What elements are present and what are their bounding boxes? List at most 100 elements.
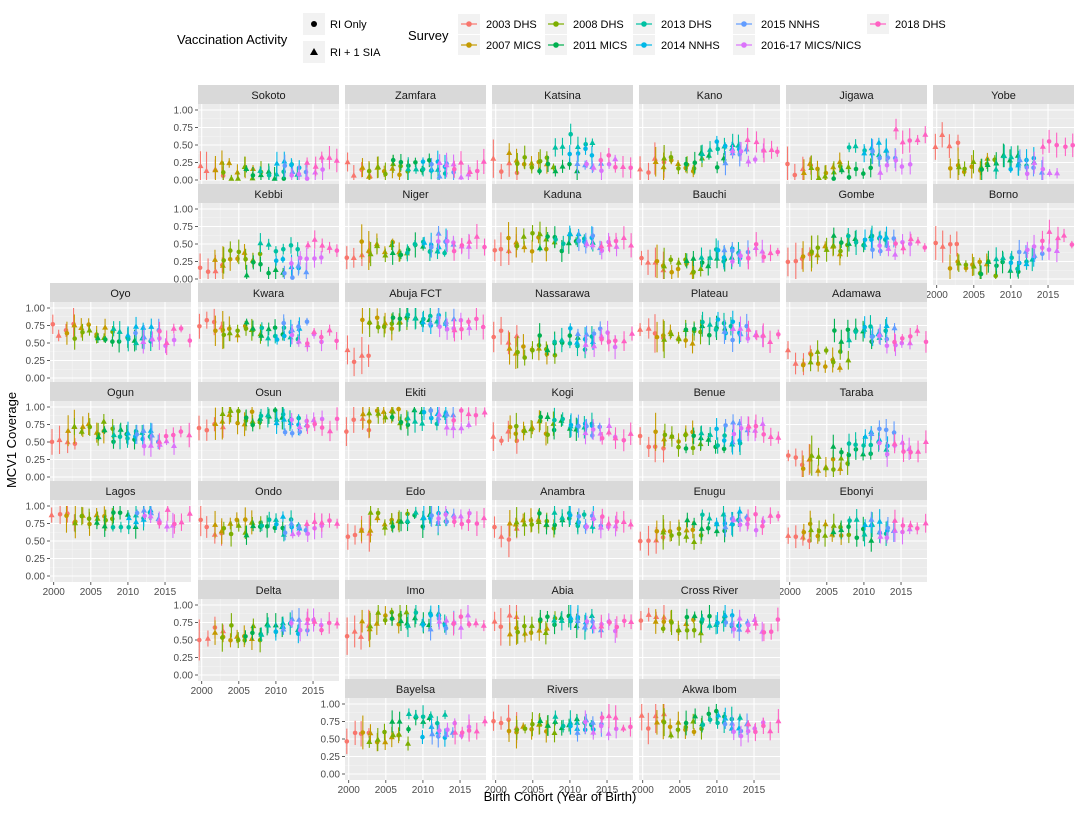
data-point-sia — [305, 241, 311, 248]
facet-strip — [50, 481, 191, 500]
y-tick-label: 0.75 — [26, 519, 46, 530]
data-point-ri — [962, 166, 967, 172]
data-point-ri — [614, 624, 620, 630]
x-tick-label: 2005 — [963, 290, 986, 301]
data-point-ri — [792, 172, 798, 178]
facet-panel: Anambra — [492, 481, 634, 582]
data-point-sia — [319, 242, 326, 248]
facet-strip — [639, 481, 780, 500]
data-point-ri — [243, 326, 249, 331]
data-point-ri — [646, 726, 651, 731]
data-point-sia — [785, 346, 791, 353]
x-tick-label: 2015 — [302, 686, 325, 697]
data-point-sia — [506, 612, 513, 618]
data-point-sia — [558, 617, 565, 623]
data-point-ri — [884, 535, 890, 540]
data-point-sia — [436, 173, 443, 179]
data-point-ri — [506, 537, 512, 542]
data-point-sia — [457, 513, 464, 519]
data-point-sia — [838, 166, 845, 173]
data-point-ri — [846, 452, 852, 458]
data-point-ri — [800, 254, 806, 259]
data-point-ri — [515, 629, 520, 635]
x-tick-label: 2000 — [191, 686, 214, 697]
data-point-ri — [846, 524, 851, 529]
data-point-ri — [1046, 139, 1052, 144]
data-point-ri — [738, 253, 743, 259]
x-tick-label: 2005 — [228, 686, 251, 697]
y-tick-label: 0.00 — [174, 275, 194, 286]
data-point-ri — [948, 242, 953, 247]
data-point-sia — [683, 533, 690, 539]
data-point-ri — [845, 327, 851, 333]
data-point-sia — [374, 514, 381, 521]
data-point-sia — [552, 144, 559, 150]
data-point-sia — [661, 336, 668, 342]
data-point-ri — [289, 417, 295, 423]
data-point-sia — [178, 519, 185, 525]
data-point-ri — [676, 444, 681, 450]
data-point-ri — [637, 433, 643, 439]
data-point-sia — [715, 712, 722, 718]
data-point-sia — [830, 232, 837, 238]
data-point-ri — [451, 621, 456, 627]
data-point-sia — [853, 516, 860, 522]
data-point-ri — [79, 513, 85, 519]
data-point-sia — [891, 324, 898, 331]
data-point-ri — [900, 240, 905, 245]
data-point-ri — [515, 161, 520, 167]
data-point-ri — [715, 247, 721, 253]
facet-strip — [639, 85, 780, 104]
data-point-ri — [334, 416, 340, 422]
data-point-ri — [846, 441, 852, 446]
data-point-ri — [612, 344, 618, 350]
data-point-sia — [140, 324, 147, 330]
data-point-ri — [480, 324, 486, 330]
data-point-ri — [1031, 165, 1036, 170]
x-tick-label: 2010 — [117, 587, 140, 598]
data-point-ri — [429, 513, 434, 518]
data-point-sia — [893, 126, 899, 132]
data-point-sia — [984, 161, 991, 167]
data-point-sia — [258, 631, 265, 637]
data-point-ri — [312, 256, 317, 261]
data-point-sia — [683, 527, 690, 533]
data-point-sia — [481, 514, 487, 521]
data-point-ri — [785, 259, 791, 265]
data-point-sia — [683, 620, 690, 626]
facet-panel: Nassarawa — [491, 283, 635, 384]
data-point-sia — [955, 260, 962, 266]
y-tick-label: 0.00 — [174, 176, 194, 187]
data-point-ri — [669, 434, 675, 439]
data-point-ri — [745, 521, 750, 527]
facet-panel: Delta 0.00 0.25 0.50 0.75 1.00 2000 2005 2010 201… — [174, 580, 341, 697]
facet-strip — [492, 481, 633, 500]
data-point-sia — [830, 522, 837, 528]
data-point-ri — [521, 344, 526, 349]
data-point-sia — [535, 518, 542, 524]
data-point-sia — [428, 723, 435, 729]
x-tick-label: 2005 — [80, 587, 103, 598]
data-point-ri — [296, 324, 301, 329]
data-point-ri — [977, 259, 982, 265]
data-point-ri — [662, 432, 668, 438]
facet-title: Kebbi — [254, 189, 282, 201]
data-point-ri — [235, 328, 240, 334]
data-point-sia — [590, 164, 597, 170]
data-point-ri — [141, 443, 147, 449]
data-point-ri — [157, 329, 162, 334]
data-point-ri — [846, 175, 852, 180]
data-point-ri — [1016, 249, 1022, 255]
data-point-ri — [839, 450, 844, 455]
data-point-sia — [552, 713, 559, 719]
data-point-sia — [830, 242, 837, 248]
data-point-ri — [575, 151, 581, 156]
data-point-sia — [334, 620, 341, 626]
data-point-ri — [661, 619, 667, 624]
data-point-sia — [955, 163, 962, 170]
facet-title: Osun — [255, 387, 281, 399]
legend-shape-label: RI Only — [330, 19, 367, 31]
data-point-ri — [272, 333, 278, 339]
data-point-sia — [722, 715, 729, 721]
data-point-ri — [900, 523, 906, 528]
